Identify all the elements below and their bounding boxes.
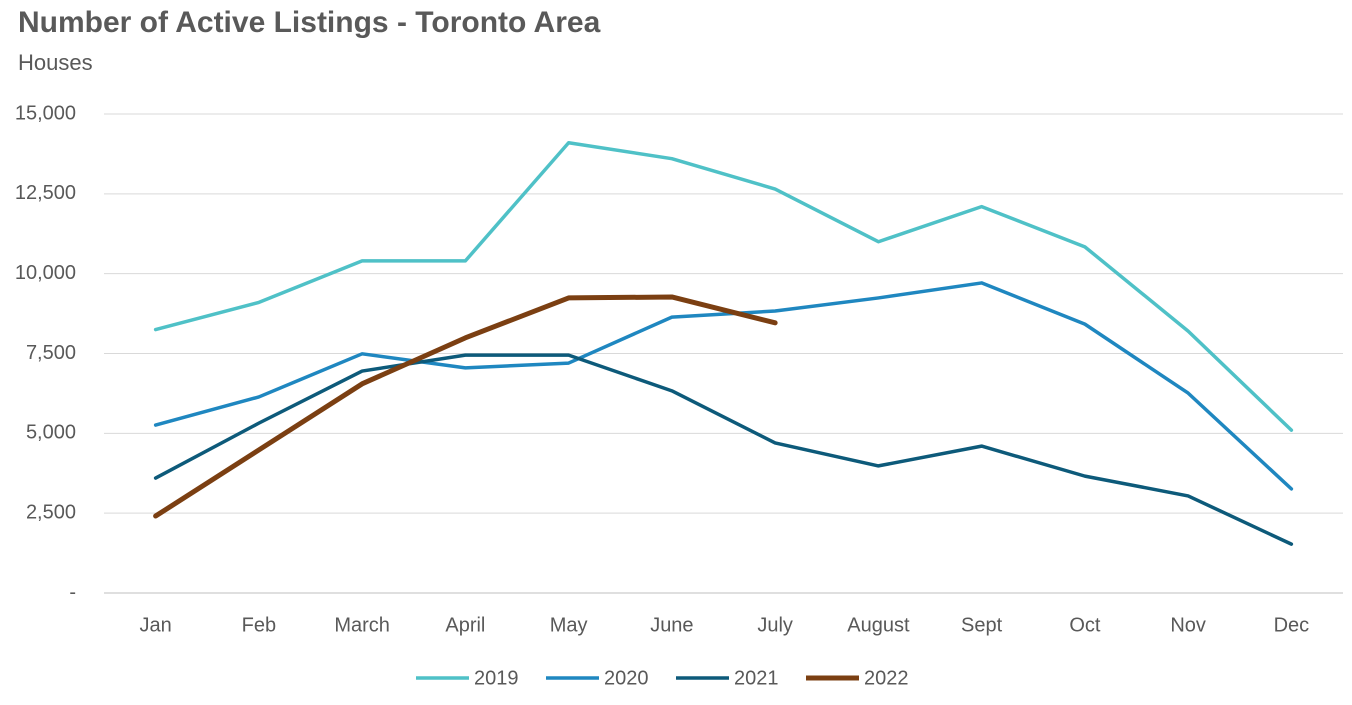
series-line [153, 281, 1294, 491]
x-tick-label: Oct [1069, 614, 1101, 636]
legend-label: 2021 [734, 667, 779, 689]
legend-label: 2020 [604, 667, 649, 689]
x-tick-label: Dec [1274, 614, 1310, 636]
y-tick-label: 5,000 [26, 422, 76, 444]
x-tick-label: June [650, 614, 693, 636]
x-tick-label: March [334, 614, 390, 636]
series-line [153, 294, 778, 519]
chart-subtitle: Houses [18, 50, 93, 75]
legend-label: 2019 [474, 667, 519, 689]
x-tick-label: Sept [961, 614, 1003, 636]
x-tick-label: July [757, 614, 793, 636]
y-tick-label: 7,500 [26, 342, 76, 364]
x-tick-label: Nov [1170, 614, 1206, 636]
y-tick-label: 15,000 [15, 102, 76, 124]
legend-label: 2022 [864, 667, 909, 689]
y-tick-label: 10,000 [15, 262, 76, 284]
x-tick-label: May [550, 614, 588, 636]
y-tick-label: 12,500 [15, 182, 76, 204]
x-tick-label: August [847, 614, 910, 636]
x-tick-label: Feb [242, 614, 276, 636]
series-line [153, 140, 1294, 432]
chart-title: Number of Active Listings - Toronto Area [18, 6, 601, 39]
series-line [153, 353, 1294, 546]
x-tick-label: April [445, 614, 485, 636]
y-tick-label: - [69, 581, 76, 603]
x-tick-label: Jan [140, 614, 172, 636]
y-tick-label: 2,500 [26, 501, 76, 523]
